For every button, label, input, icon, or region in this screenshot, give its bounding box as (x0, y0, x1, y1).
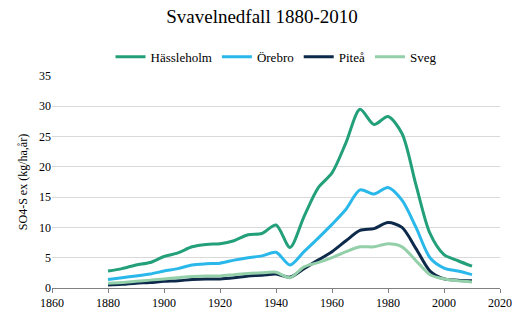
svg-text:Piteå: Piteå (339, 50, 365, 65)
svg-text:2020: 2020 (488, 296, 512, 310)
svg-text:1900: 1900 (152, 296, 176, 310)
svg-text:2000: 2000 (432, 296, 456, 310)
svg-text:25: 25 (39, 130, 51, 144)
svg-text:Svavelnedfall 1880-2010: Svavelnedfall 1880-2010 (166, 6, 358, 27)
svg-text:30: 30 (39, 99, 51, 113)
svg-text:1980: 1980 (376, 296, 400, 310)
svg-text:Sveg: Sveg (410, 50, 437, 65)
svg-text:0: 0 (45, 281, 51, 295)
svg-text:20: 20 (39, 160, 51, 174)
svg-text:Örebro: Örebro (257, 50, 294, 65)
svg-text:SO4-S ex (kg/ha,år): SO4-S ex (kg/ha,år) (16, 134, 30, 230)
svg-text:5: 5 (45, 251, 51, 265)
svg-text:1960: 1960 (320, 296, 344, 310)
svg-text:35: 35 (39, 69, 51, 83)
svg-text:10: 10 (39, 221, 51, 235)
svg-text:15: 15 (39, 190, 51, 204)
svg-text:1940: 1940 (264, 296, 288, 310)
svg-text:1860: 1860 (40, 296, 64, 310)
svg-text:1880: 1880 (96, 296, 120, 310)
svg-text:Hässleholm: Hässleholm (151, 50, 212, 65)
svg-text:1920: 1920 (208, 296, 232, 310)
